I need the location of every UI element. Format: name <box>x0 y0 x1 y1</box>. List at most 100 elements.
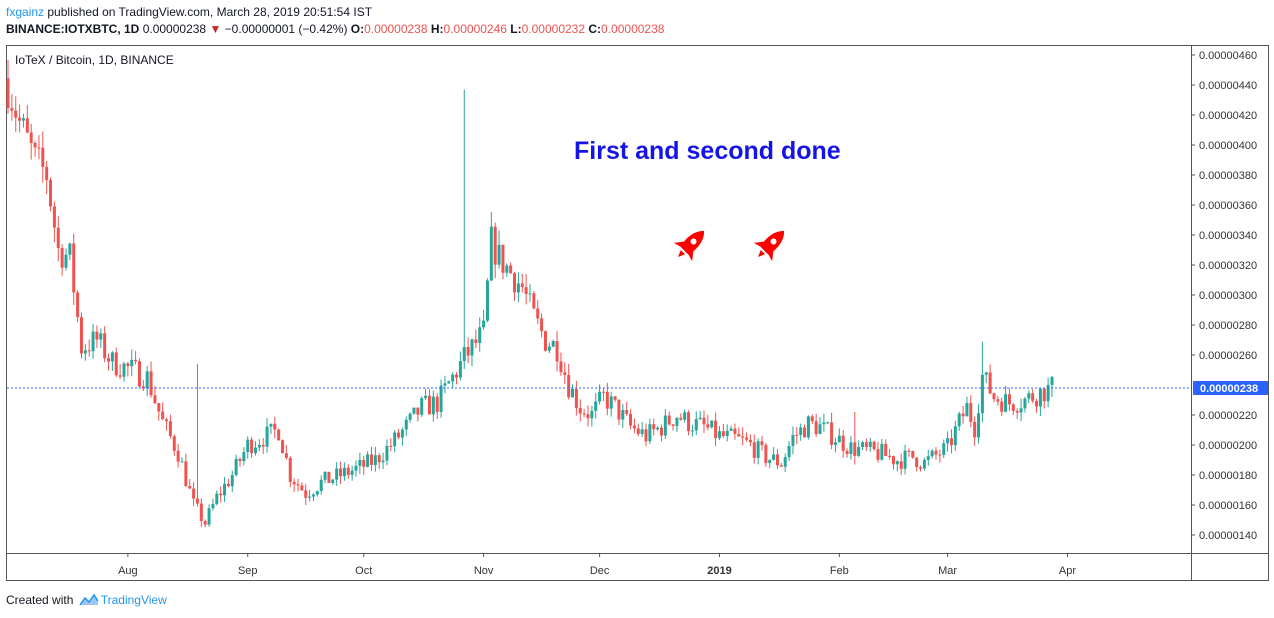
candle <box>752 434 756 464</box>
candle <box>91 323 95 359</box>
candle <box>168 414 172 439</box>
candle <box>427 389 431 415</box>
candle <box>733 423 737 440</box>
candle <box>246 436 250 459</box>
candle <box>474 329 478 349</box>
y-tick-label: 0.00000460 <box>1199 50 1257 62</box>
candle <box>671 423 675 431</box>
candle <box>760 435 764 451</box>
candle <box>965 396 969 417</box>
candle <box>404 416 408 437</box>
candle <box>574 380 578 416</box>
time-axis-labels: Aug Sep Oct Nov Dec 2019 Feb Mar Apr <box>118 553 1076 577</box>
candle <box>95 325 99 348</box>
candle <box>195 364 199 507</box>
author-link[interactable]: fxgainz <box>6 5 45 19</box>
candle <box>559 352 563 376</box>
candle <box>656 426 660 432</box>
candle <box>145 365 149 396</box>
candle <box>1035 398 1039 413</box>
candle <box>137 358 141 388</box>
candle <box>327 471 331 483</box>
candle <box>331 478 335 485</box>
y-tick-label: 0.00000340 <box>1199 230 1257 242</box>
candle <box>509 262 513 274</box>
candle <box>400 427 404 446</box>
candle <box>207 504 211 527</box>
candle <box>992 392 996 403</box>
publish-info: fxgainz published on TradingView.com, Ma… <box>6 4 372 20</box>
candle <box>64 248 68 271</box>
last-price-badge: 0.00000238 <box>1193 381 1268 395</box>
candle <box>485 278 489 323</box>
last-price-badge-text: 0.00000238 <box>1200 383 1258 395</box>
candle <box>663 409 667 440</box>
candle <box>741 427 745 446</box>
candle <box>973 416 977 446</box>
symbol-ohlc-line: BINANCE:IOTXBTC, 1D 0.00000238 ▼ −0.0000… <box>6 21 664 37</box>
candle <box>899 453 903 475</box>
candle <box>930 449 934 459</box>
rocket-icon[interactable] <box>749 222 794 267</box>
candle <box>984 371 988 384</box>
candle <box>679 413 683 421</box>
candle <box>223 477 227 503</box>
candle <box>300 482 304 491</box>
published-text: published on TradingView.com, March 28, … <box>47 5 373 19</box>
candle <box>397 428 401 440</box>
candle <box>768 459 772 468</box>
tradingview-logo-icon <box>79 593 99 611</box>
candle <box>319 475 323 495</box>
candle <box>516 272 520 303</box>
candle <box>524 273 528 305</box>
candle <box>667 411 671 426</box>
candle <box>79 312 83 359</box>
candle <box>632 418 636 434</box>
candle <box>180 457 184 463</box>
low-label: L: <box>510 22 522 36</box>
candle <box>284 444 288 460</box>
candle <box>961 405 965 424</box>
candle <box>416 407 420 422</box>
candle <box>876 441 880 463</box>
candle <box>192 481 196 506</box>
candle <box>648 418 652 445</box>
candle <box>130 349 134 377</box>
candle <box>1042 387 1046 409</box>
x-tick-label: Nov <box>474 565 494 577</box>
candle <box>710 420 714 429</box>
candle <box>629 409 633 430</box>
candle <box>578 399 582 422</box>
candle <box>354 460 358 477</box>
candle <box>33 140 37 157</box>
candle <box>165 417 169 431</box>
candle <box>1004 385 1008 413</box>
candle <box>659 424 663 442</box>
candle <box>126 361 130 377</box>
candle <box>563 362 567 384</box>
tradingview-link[interactable]: TradingView <box>100 593 167 607</box>
candle <box>872 440 876 451</box>
candle <box>934 447 938 460</box>
candle <box>888 448 892 460</box>
candle <box>323 471 327 484</box>
candle <box>393 429 397 453</box>
candle <box>748 434 752 447</box>
candle <box>478 317 482 352</box>
candle <box>315 490 319 497</box>
candle <box>1000 397 1004 416</box>
candle <box>219 486 223 503</box>
candle <box>482 309 486 330</box>
candle <box>358 452 362 475</box>
candle <box>980 341 984 423</box>
y-tick-label: 0.00000380 <box>1199 170 1257 182</box>
candle <box>497 230 501 269</box>
annotation-text[interactable]: First and second done <box>574 137 841 165</box>
candle <box>362 455 366 475</box>
rocket-icon[interactable] <box>669 222 714 267</box>
candle <box>1027 390 1031 404</box>
candle <box>536 299 540 324</box>
candle <box>412 407 416 415</box>
candle <box>87 339 91 357</box>
